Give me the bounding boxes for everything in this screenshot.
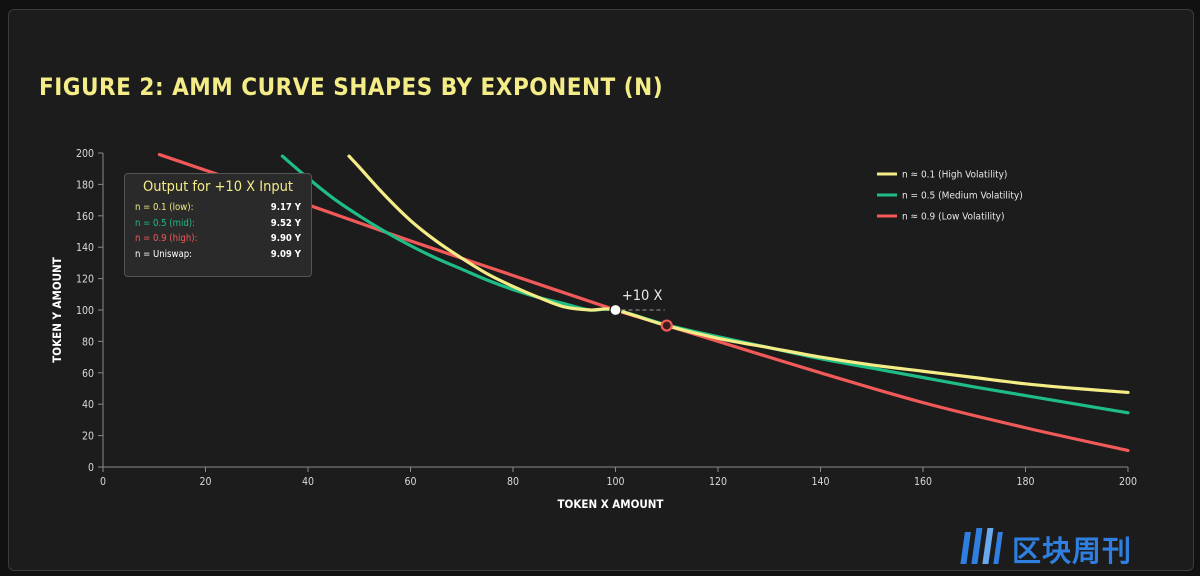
- point-marks: [609, 303, 673, 332]
- output-value: 9.17 Y: [270, 202, 301, 213]
- y-tick-label: 20: [82, 431, 94, 443]
- annotation: +10 X: [621, 288, 665, 311]
- output-box-title: Output for +10 X Input: [142, 179, 294, 195]
- y-tick-label: 60: [82, 368, 94, 380]
- legend-label-2: n ≈ 0.9 (Low Volatility): [902, 212, 1004, 223]
- output-value: 9.52 Y: [270, 217, 301, 229]
- axes: [98, 152, 1129, 472]
- output-summary-box: Output for +10 X Input n = 0.1 (low): 9.…: [124, 173, 312, 277]
- output-row-high: n = 0.9 (high): 9.90 Y: [135, 231, 301, 247]
- x-axis-label: TOKEN X AMOUNT: [558, 497, 664, 511]
- x-tick-label: 180: [1016, 476, 1034, 488]
- x-tick-label: 120: [709, 476, 727, 488]
- y-axis-label: TOKEN Y AMOUNT: [50, 257, 64, 363]
- output-label: n = 0.9 (high):: [135, 233, 198, 244]
- series-line-1: [280, 154, 1130, 415]
- x-tick-label: 80: [507, 476, 519, 488]
- x-tick-label: 200: [1119, 476, 1137, 488]
- figure-panel: FIGURE 2: AMM CURVE SHAPES BY EXPONENT (…: [8, 9, 1194, 571]
- output-value: 9.09 Y: [270, 248, 301, 260]
- output-row-uniswap: n = Uniswap: 9.09 Y: [135, 247, 301, 263]
- legend: n ≈ 0.1 (High Volatility) n = 0.5 (Medium…: [877, 170, 1023, 223]
- x-tick-label: 100: [606, 476, 624, 488]
- x-tick-label: 20: [199, 476, 211, 488]
- watermark-logo: 区块周刊: [960, 524, 1192, 570]
- legend-label-0: n ≈ 0.1 (High Volatility): [902, 170, 1007, 181]
- y-tick-label: 100: [76, 305, 94, 317]
- annotation-text: +10 X: [622, 288, 663, 304]
- watermark-icon: [960, 528, 1003, 564]
- y-tick-label: 200: [76, 148, 94, 160]
- x-tick-label: 40: [302, 476, 314, 488]
- y-tick-label: 120: [76, 274, 94, 286]
- output-label: n = 0.5 (mid):: [135, 217, 195, 229]
- series-line-0: [347, 154, 1130, 395]
- watermark-text: 区块周刊: [1012, 534, 1133, 568]
- output-label: n = Uniswap:: [135, 248, 193, 260]
- end-point: [660, 319, 673, 332]
- y-tick-label: 180: [76, 179, 94, 191]
- y-tick-label: 80: [82, 336, 94, 348]
- y-tick-label: 0: [88, 462, 94, 474]
- y-tick-label: 160: [76, 211, 94, 223]
- x-tick-label: 0: [100, 476, 106, 488]
- y-tick-label: 140: [76, 242, 94, 254]
- output-row-mid: n = 0.5 (mid): 9.52 Y: [135, 216, 301, 232]
- x-tick-label: 60: [404, 476, 416, 488]
- figure-title: FIGURE 2: AMM CURVE SHAPES BY EXPONENT (…: [39, 73, 664, 101]
- legend-label-1: n = 0.5 (Medium Volatility): [902, 191, 1023, 202]
- chart-svg: 0 20 40 60 80 100 120 140 160 180 200 0 20 40 60 80 100 1…: [50, 148, 1137, 511]
- tick-labels: 0 20 40 60 80 100 120 140 160 180 200 0 20 40 60 80 100 1…: [76, 148, 1137, 488]
- output-row-low: n = 0.1 (low): 9.17 Y: [135, 200, 301, 216]
- y-tick-label: 40: [82, 399, 94, 411]
- x-tick-label: 140: [811, 476, 829, 488]
- start-point: [609, 303, 622, 317]
- x-tick-label: 160: [914, 476, 932, 488]
- output-value: 9.90 Y: [270, 233, 301, 244]
- output-label: n = 0.1 (low):: [135, 202, 194, 213]
